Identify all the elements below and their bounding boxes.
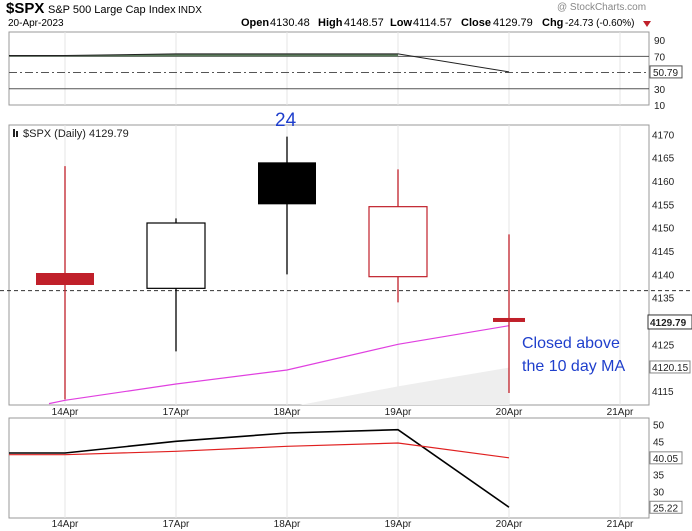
chg-value: -24.73 (-0.60%) [565, 18, 634, 29]
price-shaded-area [300, 367, 509, 405]
price-tick-4125: 4125 [652, 340, 675, 351]
price-panel-title: $SPX (Daily) 4129.79 [13, 128, 129, 140]
top-tick-30: 30 [654, 85, 666, 96]
open-value: 4130.48 [270, 17, 310, 29]
candle-body-19Apr [368, 206, 428, 278]
watermark: @ StockCharts.com [557, 2, 646, 13]
low-label: Low [390, 17, 412, 29]
down-arrow-icon [643, 21, 651, 27]
x-label-bottom-21Apr: 21Apr [607, 519, 634, 530]
x-label-mid-20Apr: 20Apr [496, 407, 523, 418]
x-label-mid-19Apr: 19Apr [385, 407, 412, 418]
bottom-indicator-panel: 50 45 40.05 35 30 25.22 [9, 421, 683, 514]
bottom-tick-box-25.22 [649, 500, 683, 514]
x-label-mid-14Apr: 14Apr [52, 407, 79, 418]
close-label: Close [461, 17, 491, 29]
date-label: 20-Apr-2023 [8, 18, 64, 29]
x-label-bottom-14Apr: 14Apr [52, 519, 79, 530]
price-tick-4115: 4115 [652, 387, 674, 398]
top-tick-10: 10 [654, 101, 666, 112]
open-label: Open [241, 17, 269, 29]
annotation-line-2: the 10 day MA [522, 358, 626, 375]
bottom-tick-50: 50 [653, 421, 665, 432]
price-tick-4155: 4155 [652, 200, 675, 211]
candle-body-14Apr [36, 273, 94, 285]
vertical-gridlines [64, 32, 621, 518]
price-tick-4145: 4145 [652, 247, 675, 258]
price-tick-4135: 4135 [652, 294, 675, 305]
candle-body-17Apr [146, 222, 206, 289]
legend-bar-icon [13, 129, 15, 137]
x-label-bottom-17Apr: 17Apr [163, 519, 190, 530]
price-tick-box-4120.15 [649, 360, 691, 374]
bottom-tick-box-40.05 [649, 451, 683, 465]
price-panel: 4170 4165 4160 4155 4150 4145 4140 4135 4125 4120… [0, 130, 692, 405]
price-tick-4160: 4160 [652, 177, 675, 188]
bottom-tick-35: 35 [653, 471, 665, 482]
price-tick-4140: 4140 [652, 270, 675, 281]
chg-label: Chg [542, 17, 563, 29]
low-value: 4114.57 [413, 17, 452, 29]
x-label-mid-18Apr: 18Apr [274, 407, 301, 418]
candle-body-20Apr [493, 317, 525, 322]
symbol-label: $SPX [6, 0, 44, 17]
bottom-tick-40.05: 40.05 [653, 454, 678, 465]
top-tick-70: 70 [654, 52, 666, 63]
x-axis-labels: 14Apr 14Apr 17Apr 17Apr 18Apr 18Apr 19Apr 19Apr… [52, 407, 634, 530]
price-title: $SPX (Daily) 4129.79 [23, 128, 129, 140]
annotation-line-1: Closed above [522, 335, 620, 352]
bottom-tick-30: 30 [653, 487, 665, 498]
bottom-series-line-0 [9, 428, 510, 508]
top-tick-90: 90 [654, 36, 666, 47]
bottom-tick-25.22: 25.22 [653, 503, 678, 514]
price-last-value-label: 4129.79 [650, 318, 687, 329]
top-overbought-fill [9, 53, 398, 57]
bottom-panel-frame [8, 417, 650, 519]
x-label-bottom-19Apr: 19Apr [385, 519, 412, 530]
high-label: High [318, 17, 343, 29]
exchange-label: INDX [178, 5, 202, 16]
price-tick-4170: 4170 [652, 130, 675, 141]
close-value: 4129.79 [493, 17, 533, 29]
price-last-value-box [647, 314, 692, 330]
top-last-value-label: 50.79 [653, 68, 678, 79]
legend-bar-icon-2 [16, 131, 18, 137]
price-tick-4165: 4165 [652, 154, 675, 165]
x-label-mid-21Apr: 21Apr [607, 407, 634, 418]
bottom-tick-45: 45 [653, 437, 665, 448]
annotation-24: 24 [275, 110, 297, 131]
price-tick-4120.15: 4120.15 [652, 363, 689, 374]
ma-line [48, 325, 510, 405]
x-label-bottom-18Apr: 18Apr [274, 519, 301, 530]
price-tick-4150: 4150 [652, 224, 675, 235]
candle-body-18Apr [258, 162, 316, 205]
x-label-bottom-20Apr: 20Apr [496, 519, 523, 530]
top-indicator-panel: 907050301050.79 [9, 36, 683, 112]
ohlc-summary: Open 4130.48 High 4148.57 Low 4114.57 Cl… [241, 17, 634, 29]
index-name: S&P 500 Large Cap Index [48, 4, 176, 16]
top-indicator-line [9, 53, 510, 73]
x-label-mid-17Apr: 17Apr [163, 407, 190, 418]
top-panel-frame [8, 31, 650, 106]
high-value: 4148.57 [344, 17, 384, 29]
bottom-series-line-1 [9, 442, 510, 459]
top-last-value-box [649, 65, 683, 79]
